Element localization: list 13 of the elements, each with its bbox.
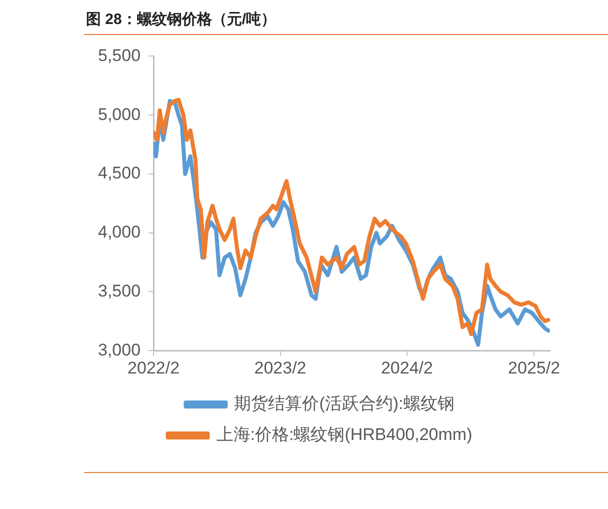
y-tick-label: 5,500 [98, 46, 141, 65]
y-tick-label: 5,000 [98, 104, 141, 124]
chart-title: 图 28：螺纹钢价格（元/吨） [86, 10, 276, 29]
x-tick-label: 2025/2 [508, 358, 560, 378]
y-tick-label: 4,000 [98, 222, 141, 242]
y-tick-label: 3,500 [98, 281, 141, 300]
legend-label: 上海:价格:螺纹钢(HRB400,20mm) [216, 425, 472, 444]
legend-label: 期货结算价(活跃合约):螺纹钢 [234, 394, 454, 414]
x-tick-label: 2022/2 [128, 358, 180, 378]
y-tick-label: 3,000 [98, 340, 141, 360]
x-tick-label: 2023/2 [254, 358, 306, 378]
x-tick-label: 2024/2 [380, 358, 433, 378]
y-tick-label: 4,500 [98, 164, 141, 183]
